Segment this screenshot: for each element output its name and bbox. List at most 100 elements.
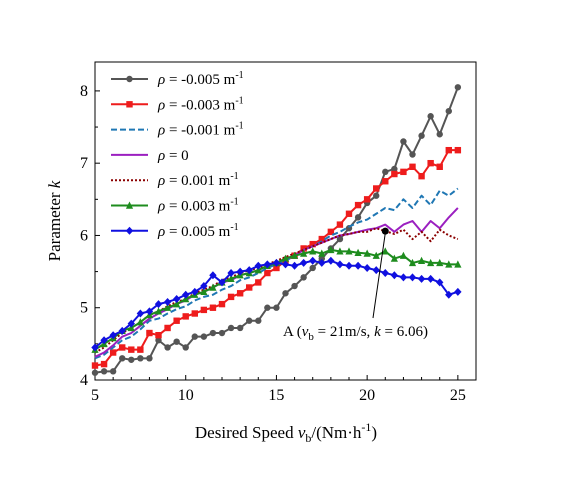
legend-item-1: ρ = -0.003 m-1: [111, 95, 244, 113]
data-point: [436, 163, 443, 170]
legend-marker: [125, 201, 134, 209]
legend-label: ρ = 0.003 m-1: [157, 197, 239, 215]
legend-label: ρ = -0.001 m-1: [157, 121, 244, 139]
y-tick-label: 5: [80, 300, 88, 317]
y-tick-label: 6: [80, 227, 88, 244]
data-point: [127, 319, 135, 328]
data-point: [454, 287, 462, 296]
data-point: [345, 210, 353, 217]
plot-frame: [94, 61, 477, 381]
data-point: [327, 256, 335, 265]
data-point: [227, 269, 235, 278]
data-point: [173, 317, 180, 324]
data-point: [137, 346, 144, 353]
data-point: [309, 256, 317, 265]
x-tick-label: 5: [91, 387, 99, 404]
data-point: [281, 254, 290, 262]
data-point: [254, 261, 262, 270]
data-point: [164, 344, 171, 351]
data-point: [399, 251, 408, 259]
data-point: [264, 269, 271, 277]
data-point: [299, 258, 308, 267]
legend-label: ρ = 0: [157, 148, 189, 164]
data-point: [273, 304, 280, 311]
data-point: [409, 163, 416, 170]
data-point: [128, 346, 135, 353]
data-point: [273, 264, 280, 272]
data-point: [408, 273, 417, 282]
data-point: [417, 256, 426, 264]
data-point: [282, 290, 289, 297]
data-point: [264, 304, 271, 311]
data-point: [218, 278, 226, 287]
data-point: [426, 274, 435, 283]
y-tick-label: 4: [80, 372, 88, 389]
data-point: [400, 138, 407, 145]
annotation-leader-line: [372, 233, 386, 319]
data-point: [209, 329, 217, 337]
series-6: [91, 256, 462, 352]
legend-label: ρ = 0.001 m-1: [157, 171, 239, 189]
data-point: [163, 303, 172, 311]
data-point: [382, 168, 389, 176]
legend-item-3: ρ = 0: [111, 148, 189, 164]
data-point: [290, 251, 299, 259]
data-point: [427, 258, 435, 267]
data-point: [354, 261, 362, 270]
legend-label: ρ = -0.003 m-1: [157, 95, 244, 113]
legend-item-5: ρ = 0.003 m-1: [111, 197, 239, 215]
data-point: [91, 369, 99, 376]
data-point: [363, 196, 371, 203]
data-point: [236, 267, 244, 276]
data-point: [373, 192, 380, 199]
data-point: [200, 282, 208, 291]
data-point: [155, 331, 162, 339]
data-point: [436, 278, 444, 287]
legend-item-0: ρ = -0.005 m-1: [111, 70, 244, 88]
data-point: [173, 300, 181, 308]
data-point: [390, 254, 398, 262]
data-point: [227, 274, 235, 283]
data-point: [318, 249, 326, 257]
data-point: [363, 249, 371, 257]
data-point: [255, 317, 262, 324]
data-point: [172, 295, 181, 304]
data-point: [445, 146, 452, 154]
data-point: [345, 261, 353, 270]
data-point: [454, 146, 462, 154]
data-point: [445, 107, 452, 115]
data-point: [227, 324, 235, 332]
data-point: [191, 333, 198, 340]
annotation-point: [381, 227, 389, 235]
data-point: [336, 235, 344, 243]
data-point: [236, 324, 244, 332]
data-point: [300, 249, 308, 257]
data-point: [209, 283, 217, 291]
data-point: [427, 113, 434, 120]
data-point: [182, 344, 189, 351]
data-point: [300, 245, 307, 252]
legend-label: ρ = -0.005 m-1: [157, 70, 244, 88]
series-layer: [91, 84, 462, 376]
data-point: [372, 251, 380, 259]
data-point: [146, 355, 153, 362]
data-point: [336, 221, 344, 228]
data-point: [200, 333, 208, 340]
data-point: [146, 329, 153, 337]
data-point: [182, 290, 190, 299]
legend-item-2: ρ = -0.001 m-1: [111, 121, 244, 139]
data-point: [128, 356, 135, 363]
data-point: [255, 279, 262, 286]
data-point: [91, 343, 99, 352]
data-point: [391, 165, 398, 173]
data-point: [345, 247, 353, 255]
data-point: [436, 131, 443, 138]
x-tick-label: 20: [359, 387, 375, 404]
series-0: [91, 84, 462, 376]
data-point: [173, 338, 180, 345]
data-point: [246, 284, 253, 291]
data-point: [154, 307, 163, 315]
data-point: [381, 247, 389, 255]
data-point: [100, 368, 108, 375]
